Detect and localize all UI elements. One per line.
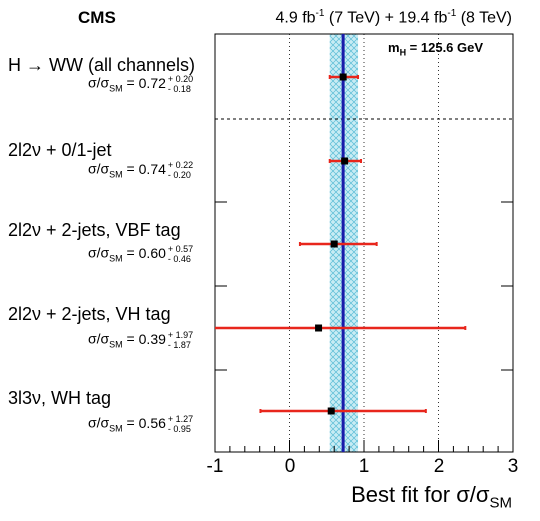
error-down: - 0.46: [167, 254, 191, 264]
error-up: + 0.57: [167, 244, 194, 254]
ratio-eq: =: [122, 160, 139, 177]
error-down: - 0.18: [167, 84, 191, 94]
lumi-8-value: 19.4 fb: [398, 9, 448, 27]
fit-marker: [330, 240, 338, 248]
error-down: - 1.87: [167, 340, 191, 350]
x-tick-label: 2: [433, 456, 445, 477]
error-up: + 1.97: [167, 330, 194, 340]
x-tick-label: 3: [507, 456, 519, 477]
ratio-symbol: σ/σ: [88, 414, 110, 431]
ratio-eq: =: [122, 330, 139, 347]
x-axis-title-sub: SM: [489, 494, 513, 512]
category-label-vbf-tag: 2l2ν + 2-jets, VBF tag: [8, 220, 181, 240]
lumi-8-energy: (8 TeV): [456, 9, 512, 27]
ratio-eq: =: [122, 244, 139, 261]
value-label-vh-tag: σ/σSM = 0.39 + 1.97- 1.87: [88, 330, 193, 350]
category-label-wh-tag: 3l3ν, WH tag: [8, 388, 112, 408]
fit-marker: [339, 73, 347, 81]
x-tick-label: 0: [284, 456, 296, 477]
ratio-symbol: σ/σ: [88, 330, 110, 347]
higgs-mass-label: mH = 125.6 GeV: [388, 40, 483, 58]
ratio-eq: =: [122, 414, 139, 431]
x-tick-label: 1: [358, 456, 370, 477]
fit-value: 0.39: [138, 330, 166, 347]
x-axis-title: Best fit for σ/σSM: [351, 482, 512, 511]
ratio-symbol: σ/σ: [88, 244, 110, 261]
error-down: - 0.95: [167, 424, 191, 434]
error-down: - 0.20: [167, 170, 191, 180]
category-label-all-channels: H → WW (all channels): [8, 55, 196, 75]
fit-value: 0.72: [138, 74, 166, 91]
fit-value: 0.56: [138, 414, 166, 431]
mass-label-main: m: [388, 40, 400, 55]
value-label-all-channels: σ/σSM = 0.72 + 0.20- 0.18: [88, 74, 193, 94]
mass-label-value: = 125.6 GeV: [406, 40, 484, 55]
lumi-7-value: 4.9 fb: [275, 9, 316, 27]
fit-value: 0.74: [138, 160, 166, 177]
fit-marker: [327, 407, 335, 415]
error-up: + 1.27: [167, 414, 194, 424]
ratio-symbol-sub: SM: [109, 169, 123, 180]
lumi-7-energy: (7 TeV) +: [324, 9, 399, 27]
error-up: + 0.22: [167, 160, 194, 170]
ratio-symbol: σ/σ: [88, 74, 110, 91]
category-label-vh-tag: 2l2ν + 2-jets, VH tag: [8, 304, 171, 324]
fit-marker: [341, 157, 349, 165]
value-label-vbf-tag: σ/σSM = 0.60 + 0.57- 0.46: [88, 244, 193, 264]
ratio-symbol-sub: SM: [109, 339, 123, 350]
x-tick-label: -1: [206, 456, 224, 477]
lumi-7-exponent: -1: [315, 8, 325, 19]
ratio-symbol-sub: SM: [109, 423, 123, 434]
ratio-symbol-sub: SM: [109, 83, 123, 94]
x-axis-title-main: Best fit for σ/σ: [351, 482, 490, 507]
mass-label-sub: H: [399, 47, 407, 58]
error-up: + 0.20: [167, 74, 194, 84]
experiment-label: CMS: [78, 8, 116, 27]
category-label-0-1-jet: 2l2ν + 0/1-jet: [8, 140, 112, 160]
ratio-symbol-sub: SM: [109, 253, 123, 264]
value-label-0-1-jet: σ/σSM = 0.74 + 0.22- 0.20: [88, 160, 193, 180]
fit-value: 0.60: [138, 244, 166, 261]
fit-marker: [315, 324, 323, 332]
ratio-eq: =: [122, 74, 139, 91]
ratio-symbol: σ/σ: [88, 160, 110, 177]
luminosity-label: 4.9 fb-1 (7 TeV) + 19.4 fb-1 (8 TeV): [276, 8, 512, 27]
lumi-8-exponent: -1: [447, 8, 457, 19]
value-label-wh-tag: σ/σSM = 0.56 + 1.27- 0.95: [88, 414, 193, 434]
